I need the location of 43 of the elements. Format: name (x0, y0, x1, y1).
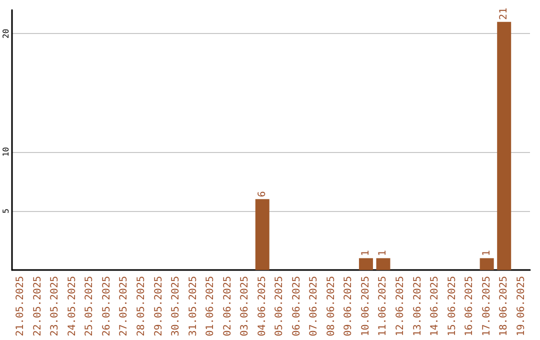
x-tick-label: 28.05.2025 (136, 276, 147, 336)
data-label: 6 (256, 191, 268, 198)
x-tick-label: 26.05.2025 (101, 276, 112, 336)
x-tick-label: 24.05.2025 (66, 276, 78, 336)
x-tick-label: 04.06.2025 (256, 276, 268, 336)
x-tick-label: 11.06.2025 (378, 276, 389, 336)
x-tick-label: 03.06.2025 (240, 276, 251, 336)
x-tick-label: 08.06.2025 (326, 276, 337, 336)
x-tick-label: 23.05.2025 (50, 276, 61, 336)
x-tick-label: 14.06.2025 (430, 276, 441, 336)
x-tick-label: 29.05.2025 (153, 276, 164, 336)
x-tick-label: 10.06.2025 (360, 276, 372, 336)
x-tick-label: 19.06.2025 (516, 276, 527, 336)
x-tick-label: 15.06.2025 (446, 276, 458, 336)
bar (480, 258, 494, 270)
x-tick-label: 27.05.2025 (118, 276, 130, 336)
data-label: 21 (498, 8, 510, 20)
x-tick-label: 31.05.2025 (188, 276, 199, 336)
x-tick-label: 21.05.2025 (15, 276, 26, 336)
x-tick-label: 12.06.2025 (395, 276, 406, 336)
y-tick-label: 20 (2, 28, 10, 38)
x-tick-label: 25.05.2025 (84, 276, 96, 336)
data-label: 1 (360, 250, 372, 256)
x-tick-label: 16.06.2025 (464, 276, 476, 336)
y-tick-label: 10 (2, 146, 10, 157)
y-tick-label: 5 (2, 208, 10, 214)
bar (255, 199, 270, 270)
data-label: 1 (378, 250, 389, 256)
bar (376, 258, 390, 270)
x-tick-label: 18.06.2025 (498, 276, 510, 336)
data-label: 1 (481, 250, 492, 256)
bar (358, 258, 373, 270)
x-tick-label: 07.06.2025 (308, 276, 320, 336)
x-tick-label: 05.06.2025 (274, 276, 286, 336)
x-tick-label: 01.06.2025 (205, 276, 216, 336)
bar (497, 22, 512, 270)
x-tick-label: 06.06.2025 (291, 276, 302, 336)
x-tick-label: 30.05.2025 (170, 276, 182, 336)
x-tick-label: 09.06.2025 (343, 276, 354, 336)
x-tick-label: 17.06.2025 (481, 276, 492, 336)
x-tick-label: 22.05.2025 (32, 276, 44, 336)
x-tick-label: 13.06.2025 (412, 276, 424, 336)
x-tick-label: 02.06.2025 (222, 276, 234, 336)
